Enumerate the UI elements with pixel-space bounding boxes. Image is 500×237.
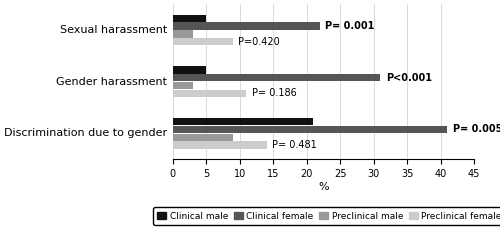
Bar (173, 141, 266, 149)
Text: P= 0.481: P= 0.481 (272, 140, 316, 150)
Bar (173, 82, 193, 89)
Bar (173, 30, 193, 37)
Legend: Clinical male, Clinical female, Preclinical male, Preclinical female: Clinical male, Clinical female, Preclini… (153, 207, 500, 225)
Bar (173, 90, 246, 97)
Text: P= 0.001: P= 0.001 (326, 21, 375, 31)
Text: P= 0.186: P= 0.186 (252, 88, 296, 98)
Bar (173, 66, 206, 74)
Bar (173, 134, 233, 141)
Bar (173, 126, 447, 133)
Text: P= 0.005: P= 0.005 (452, 124, 500, 134)
Bar (173, 23, 320, 30)
Text: P<0.001: P<0.001 (386, 73, 432, 83)
Bar (173, 118, 314, 125)
Bar (173, 15, 206, 22)
Text: P=0.420: P=0.420 (238, 37, 280, 47)
X-axis label: %: % (318, 182, 328, 192)
Bar (173, 38, 233, 45)
Bar (173, 74, 380, 82)
